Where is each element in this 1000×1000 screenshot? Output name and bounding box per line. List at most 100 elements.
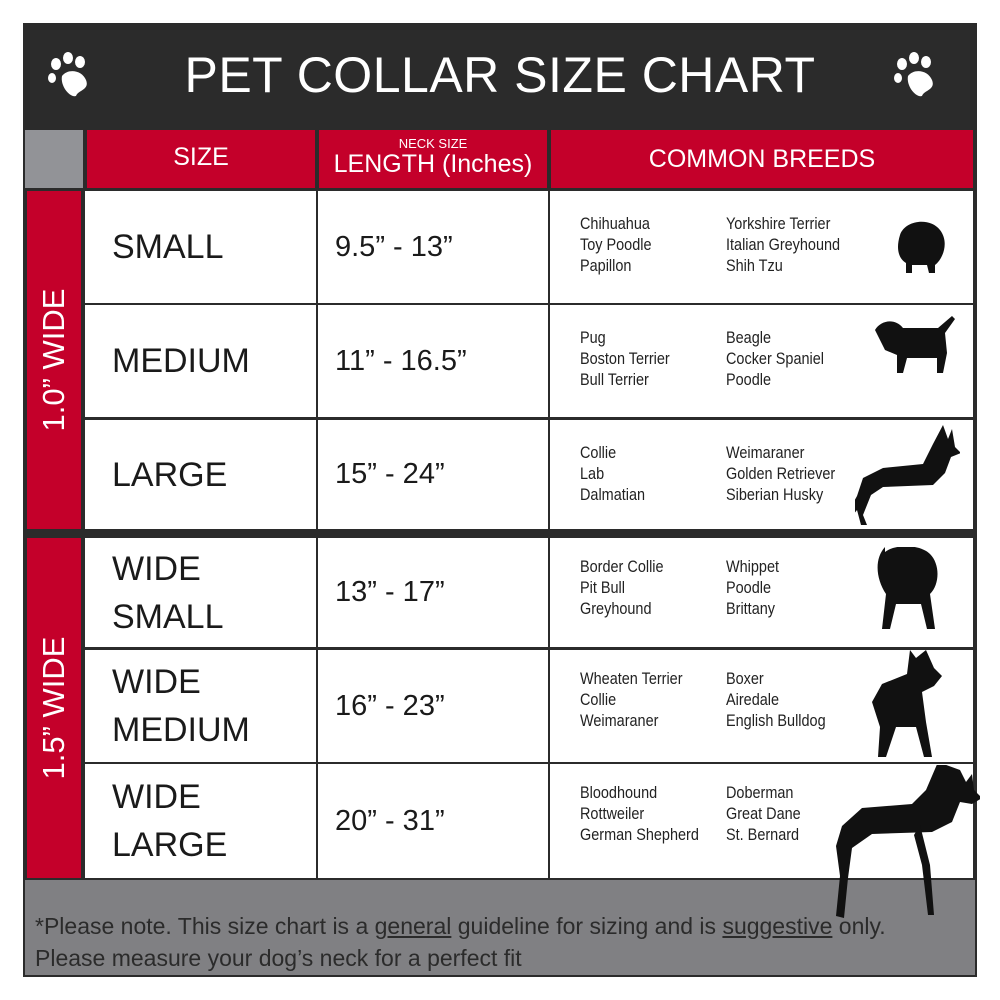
breed-name: Brittany (726, 599, 775, 618)
beagle-silhouette-icon (875, 316, 955, 373)
length-value: 9.5” - 13” (335, 230, 453, 263)
breed-name: Italian Greyhound (726, 235, 841, 254)
note-text: guideline for sizing and is (451, 913, 723, 939)
paw-icon (894, 52, 933, 97)
note-text: *Please note. This size chart is a (35, 913, 375, 939)
paw-icon (48, 52, 87, 97)
length-value: 13” - 17” (335, 576, 445, 608)
length-cell: 20” - 31” (318, 764, 548, 878)
breed-name: Pug (580, 328, 606, 347)
note-line2: Please measure your dog’s neck for a per… (35, 945, 522, 971)
breed-name: Weimaraner (726, 443, 805, 462)
breed-list: Chihuahua Toy Poodle Papillon (580, 213, 652, 276)
breed-name: Greyhound (580, 599, 652, 618)
length-cell: 16” - 23” (318, 650, 548, 762)
breed-name: Whippet (726, 557, 780, 576)
size-cell: WIDE MEDIUM (85, 650, 316, 762)
size-cell: LARGE (85, 420, 316, 529)
length-cell: 15” - 24” (318, 420, 548, 529)
breed-list: Border Collie Pit Bull Greyhound (580, 556, 664, 619)
breed-name: Weimaraner (580, 711, 659, 730)
breed-list: Pug Boston Terrier Bull Terrier (580, 327, 670, 390)
corner-cell (25, 130, 83, 188)
breed-name: Golden Retriever (726, 464, 836, 483)
breed-name: St. Bernard (726, 825, 800, 844)
pitbull-silhouette-icon (872, 650, 942, 757)
footer-note: *Please note. This size chart is a gener… (25, 880, 975, 975)
size-label: MEDIUM (112, 342, 250, 380)
breed-name: Poodle (726, 370, 771, 389)
group-label-1-5in: 1.5” WIDE (27, 538, 81, 878)
length-cell: 11” - 16.5” (318, 305, 548, 417)
breed-name: Doberman (726, 783, 794, 802)
page-title: PET COLLAR SIZE CHART (23, 23, 977, 128)
breed-list: Bloodhound Rottweiler German Shepherd (580, 782, 699, 845)
breed-name: Siberian Husky (726, 485, 824, 504)
breed-name: Airedale (726, 690, 780, 709)
husky-silhouette-icon (855, 425, 960, 525)
length-value: 11” - 16.5” (335, 344, 467, 377)
length-cell: 13” - 17” (318, 538, 548, 647)
breed-name: Collie (580, 690, 617, 709)
breed-list: Beagle Cocker Spaniel Poodle (726, 327, 824, 390)
breed-name: Bloodhound (580, 783, 658, 802)
size-label: WIDE MEDIUM (112, 663, 250, 749)
size-label: WIDE LARGE (112, 778, 228, 864)
size-label: LARGE (112, 455, 228, 494)
bulldog-silhouette-icon (877, 547, 938, 629)
doberman-silhouette-icon (836, 765, 980, 918)
group-label-1in: 1.0” WIDE (27, 191, 81, 529)
header-length-main: LENGTH (Inches) (333, 150, 533, 178)
header-length: NECK SIZE LENGTH (Inches) (319, 130, 547, 188)
length-value: 15” - 24” (335, 458, 445, 490)
breed-name: Boxer (726, 669, 764, 688)
size-label: WIDE SMALL (112, 549, 224, 636)
size-cell: SMALL (85, 191, 316, 303)
breed-list: Doberman Great Dane St. Bernard (726, 782, 801, 845)
breed-name: English Bulldog (726, 711, 826, 730)
size-label: SMALL (112, 228, 224, 266)
breed-name: Lab (580, 464, 605, 483)
breed-name: Papillon (580, 256, 632, 275)
length-cell: 9.5” - 13” (318, 191, 548, 303)
breed-name: Rottweiler (580, 804, 645, 823)
breed-list: Whippet Poodle Brittany (726, 556, 779, 619)
breed-list: Weimaraner Golden Retriever Siberian Husky (726, 442, 835, 505)
breed-name: Wheaten Terrier (580, 669, 683, 688)
yorkie-silhouette-icon (898, 221, 945, 273)
breed-name: Pit Bull (580, 578, 625, 597)
length-value: 20” - 31” (335, 804, 445, 837)
length-value: 16” - 23” (335, 689, 445, 722)
breed-list: Collie Lab Dalmatian (580, 442, 645, 505)
header-size: SIZE (87, 130, 315, 188)
note-emphasis: suggestive (722, 913, 833, 939)
breed-name: Great Dane (726, 804, 801, 823)
breed-list: Wheaten Terrier Collie Weimaraner (580, 668, 683, 731)
breed-name: Yorkshire Terrier (726, 214, 831, 233)
size-cell: MEDIUM (85, 305, 316, 417)
breed-name: German Shepherd (580, 825, 699, 844)
breed-name: Chihuahua (580, 214, 650, 233)
breed-name: Beagle (726, 328, 771, 347)
breed-name: Bull Terrier (580, 370, 649, 389)
breed-name: Dalmatian (580, 485, 646, 504)
breed-name: Cocker Spaniel (726, 349, 824, 368)
note-emphasis: general (374, 913, 452, 939)
breed-name: Shih Tzu (726, 256, 783, 275)
size-cell: WIDE SMALL (85, 538, 316, 647)
breeds-cell: Collie Lab Dalmatian Weimaraner Golden Retri… (550, 420, 973, 529)
breed-name: Collie (580, 443, 617, 462)
header-length-sub: NECK SIZE (398, 136, 468, 151)
size-cell: WIDE LARGE (85, 764, 316, 878)
breed-name: Poodle (726, 578, 771, 597)
breed-list: Boxer Airedale English Bulldog (726, 668, 826, 731)
group-label-text: 1.0” WIDE (36, 288, 71, 432)
group-label-text: 1.5” WIDE (36, 636, 71, 780)
breed-name: Boston Terrier (580, 349, 670, 368)
note-text: only. (832, 913, 886, 939)
breeds-cell: Pug Boston Terrier Bull Terrier Beagle Cocke… (550, 305, 973, 417)
breed-name: Border Collie (580, 557, 664, 576)
breed-name: Toy Poodle (580, 235, 652, 254)
breed-list: Yorkshire Terrier Italian Greyhound Shih T… (726, 213, 840, 276)
header-breeds: COMMON BREEDS (551, 130, 973, 188)
